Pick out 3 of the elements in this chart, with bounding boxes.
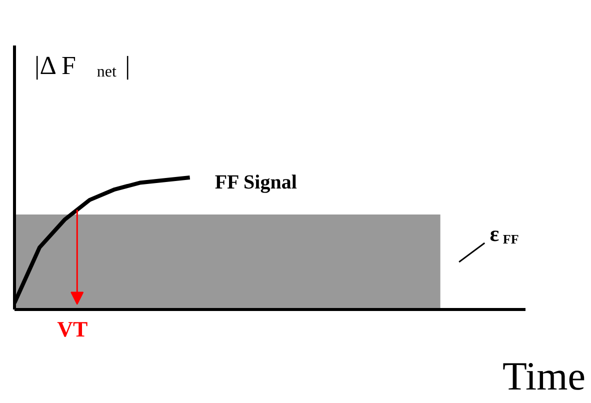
text: VT: [57, 316, 88, 342]
series-label: FF Signal: [214, 172, 298, 194]
x-axis-title: Time: [502, 354, 586, 398]
